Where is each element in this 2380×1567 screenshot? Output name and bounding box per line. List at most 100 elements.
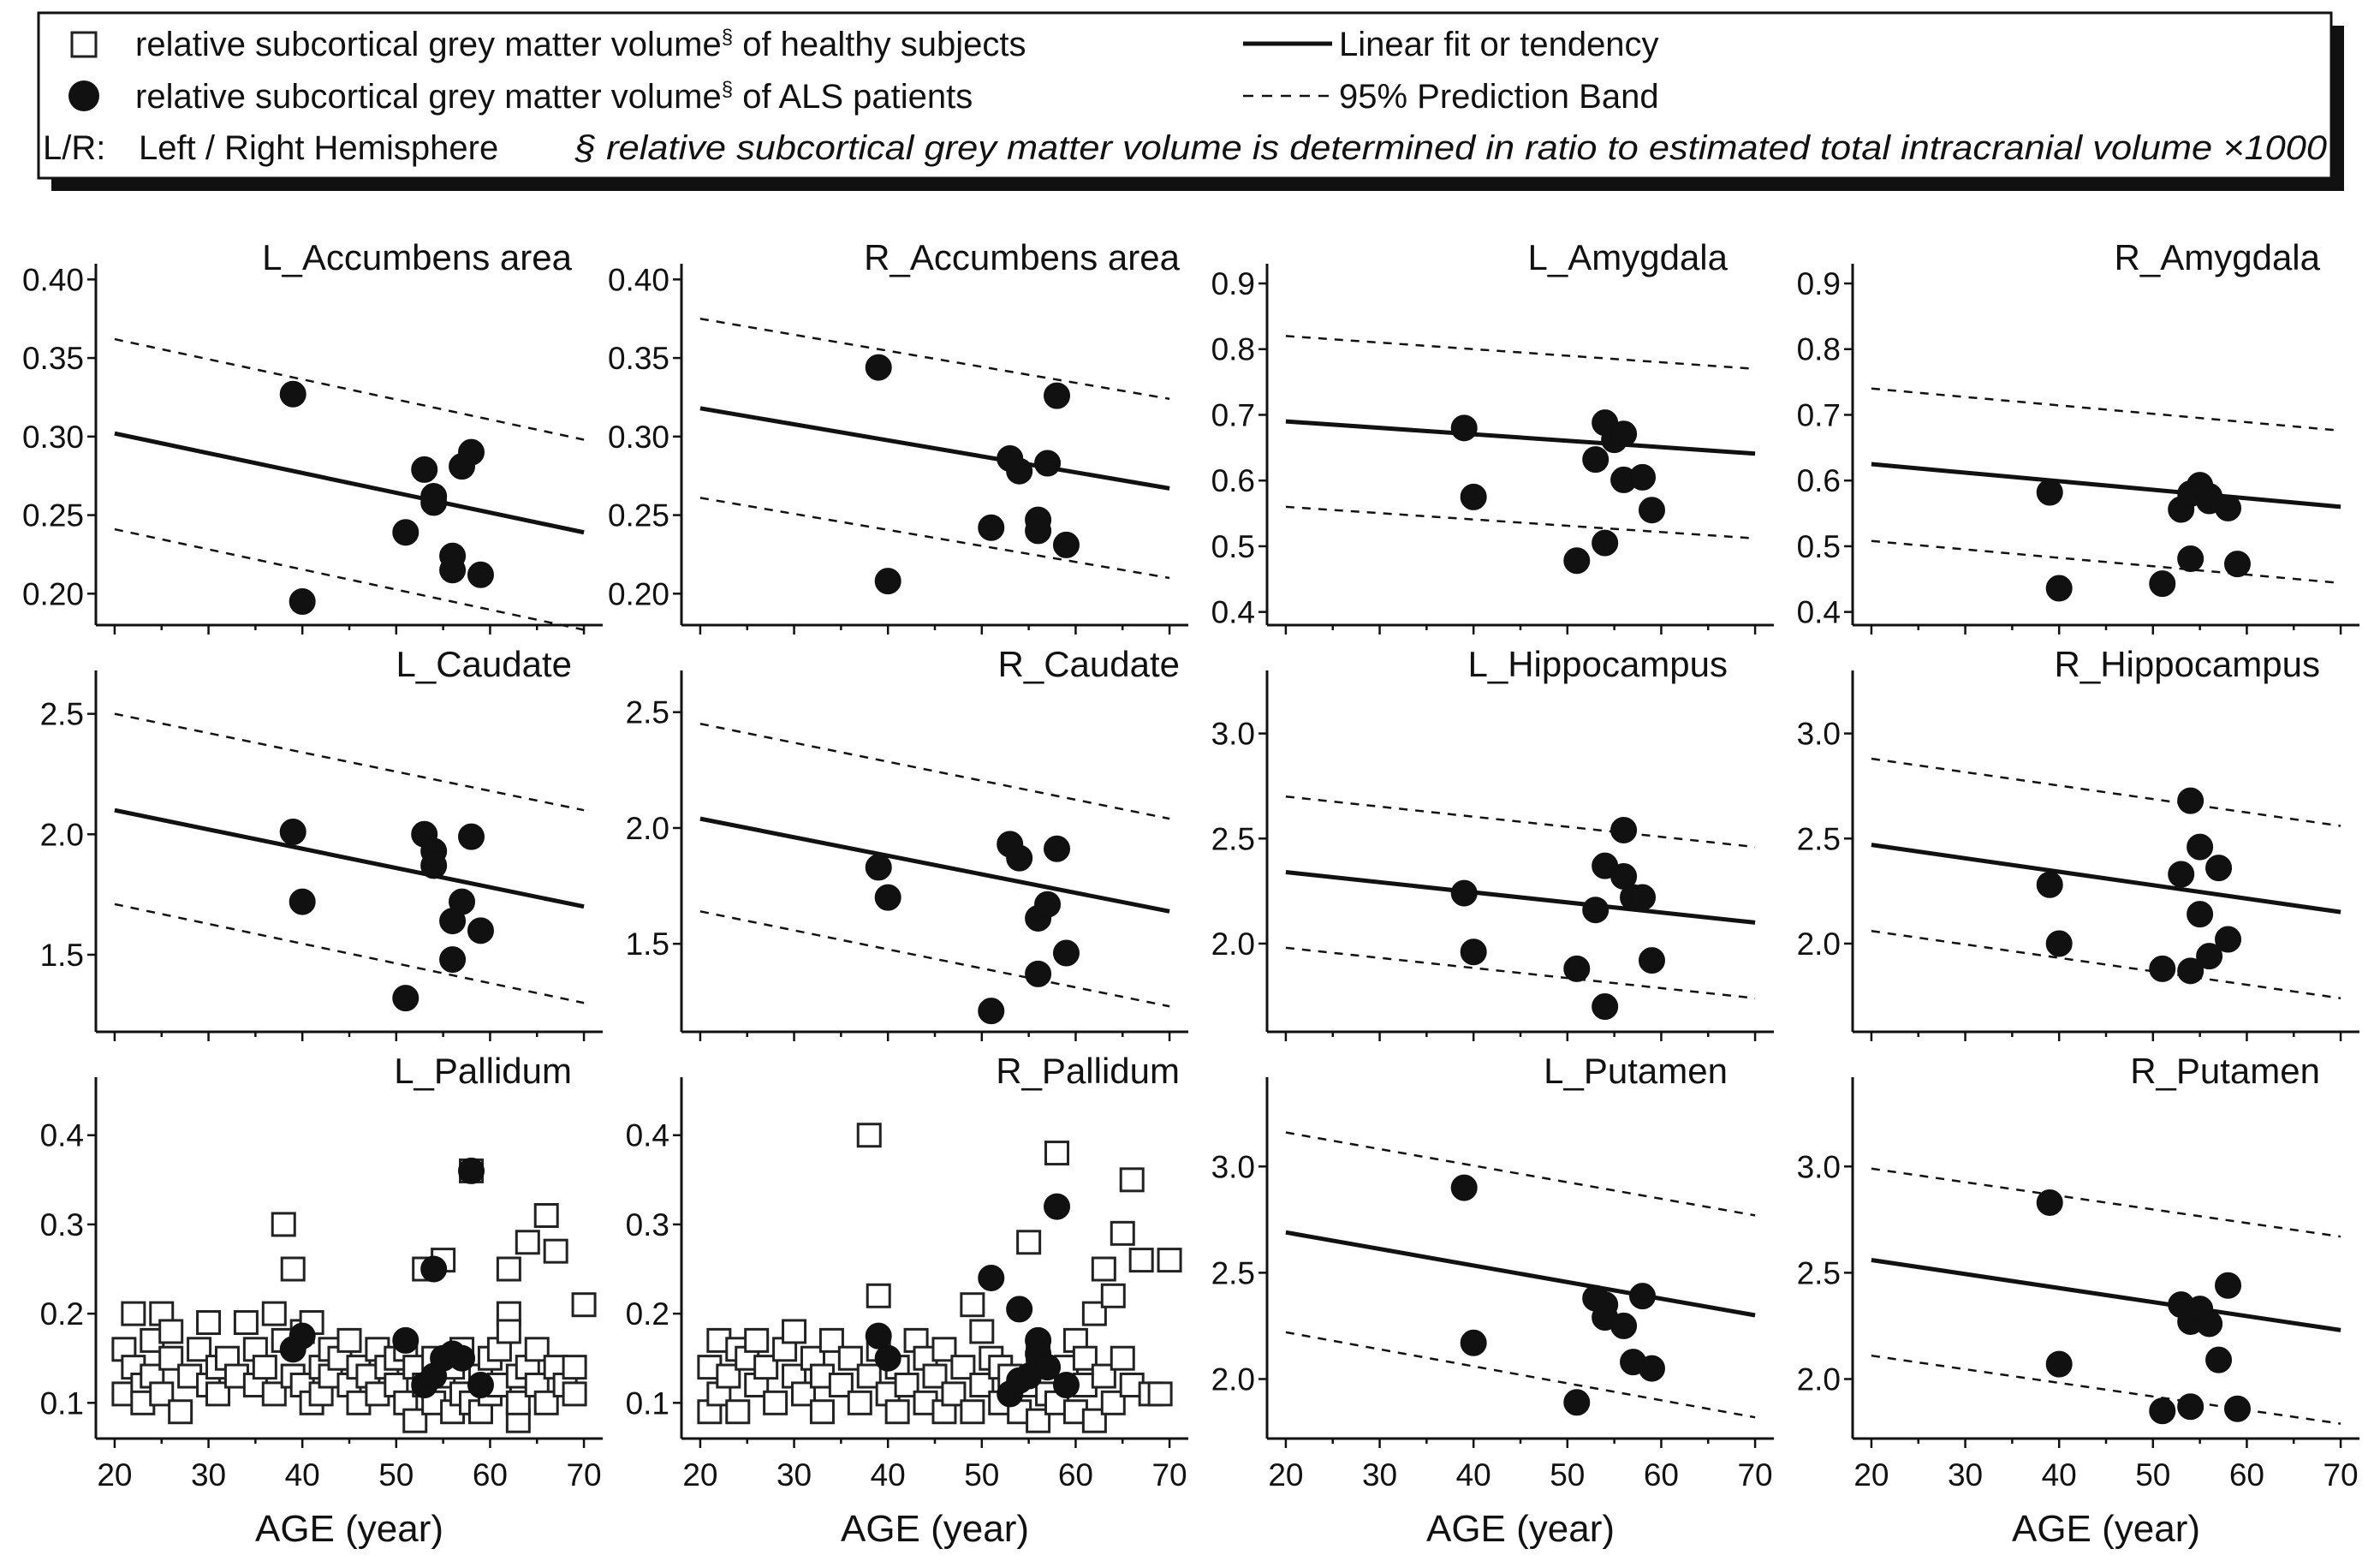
als-point [978,998,1005,1025]
legend: relative subcortical grey matter volume§… [37,11,2344,191]
y-tick-label: 0.4 [1211,595,1255,630]
healthy-point [543,1238,568,1264]
linear-fit-line [114,807,585,909]
healthy-point [121,1301,146,1326]
panel-title: L_Pallidum [394,1051,572,1091]
als-point [392,985,419,1012]
als-point [458,823,485,850]
panel-title: R_Amygdala [2115,237,2321,277]
als-point [1450,1174,1478,1201]
als-point [1592,1291,1619,1319]
healthy-point [1100,1283,1126,1308]
y-tick-label: 0.2 [626,1296,669,1332]
y-tick-label: 2.5 [1797,821,1841,856]
y-tick-label: 0.7 [1797,397,1841,432]
prediction-band-upper [114,712,585,812]
als-point [2223,551,2251,578]
y-tick-label: 0.30 [608,420,669,455]
legend-healthy-label: relative subcortical grey matter volume§… [135,26,1026,63]
als-point [2215,926,2242,953]
als-point [978,514,1005,541]
healthy-point [158,1319,184,1344]
panel-l-putamen: 20 30 40 50 60 70 2.0 2.5 3.0 L_Putamen AGE (year) [1211,1051,1774,1550]
x-tick-label: 70 [1737,1457,1772,1493]
x-tick-label: 60 [2229,1457,2264,1493]
als-point [2036,871,2063,898]
als-point [1450,414,1478,442]
x-tick-label: 30 [191,1457,226,1493]
als-point [1563,547,1591,575]
panel-l-caudate: 1.5 2.0 2.5 L_Caudate [40,644,603,1041]
als-point [2196,1310,2223,1338]
als-point [2036,1189,2063,1216]
als-point [2205,855,2233,882]
panel-l-accumbens-area: 0.20 0.25 0.30 0.35 0.40 L_Accumbens area [22,237,603,635]
healthy-point [1044,1141,1070,1166]
als-point [2177,957,2204,985]
healthy-point [336,1327,362,1353]
linear-fit-line [114,431,585,535]
y-tick-label: 2.0 [626,811,669,846]
als-point [279,818,306,845]
y-tick-label: 3.0 [1797,717,1841,752]
y-tick-label: 3.0 [1211,717,1255,752]
linear-fit-line [1871,462,2341,509]
als-point [420,1255,448,1283]
als-point [289,1322,316,1350]
als-point [2223,1395,2251,1422]
y-tick-label: 0.4 [40,1118,84,1153]
y-tick-label: 3.0 [1211,1149,1255,1184]
y-tick-label: 0.35 [22,341,84,376]
als-point [865,354,892,381]
als-point [2205,1346,2233,1373]
y-tick-label: 2.0 [1211,926,1255,962]
x-tick-label: 50 [964,1457,999,1493]
y-tick-label: 0.5 [1797,529,1841,564]
x-tick-label: 20 [97,1457,132,1493]
panel-title: R_Accumbens area [864,237,1180,277]
als-point [1044,1193,1071,1220]
healthy-point [562,1381,587,1407]
als-point [978,1264,1005,1291]
x-axis-title: AGE (year) [255,1508,443,1550]
healthy-point [1110,1220,1135,1246]
x-tick-label: 60 [1058,1457,1093,1493]
panel-l-pallidum: 20 30 40 50 60 70 0.1 0.2 0.3 0.4 L_Pallidum AGE (y… [40,1051,603,1550]
als-point [2215,494,2242,521]
als-point [1460,483,1487,510]
healthy-point [1147,1381,1173,1407]
healthy-point [744,1327,770,1353]
x-tick-label: 30 [776,1457,812,1493]
x-tick-label: 40 [1456,1457,1491,1493]
als-point [467,561,494,588]
healthy-point [168,1399,193,1425]
als-point [1582,897,1609,924]
panel-title: L_Amygdala [1528,237,1728,277]
als-point [289,587,316,615]
healthy-point [233,1310,259,1336]
prediction-band-lower [699,497,1170,580]
x-tick-label: 20 [682,1457,717,1493]
als-point [2045,575,2073,602]
prediction-band-lower [1871,1354,2341,1425]
als-point [467,917,494,944]
y-tick-label: 0.40 [608,262,669,297]
healthy-point [782,1319,807,1344]
als-point [1592,529,1619,557]
healthy-point [261,1301,287,1326]
prediction-band-upper [1285,795,1756,849]
als-point [1582,446,1609,474]
y-tick-label: 0.2 [40,1296,84,1332]
healthy-point [1157,1248,1182,1273]
als-point [1460,1329,1487,1356]
healthy-point [280,1256,306,1282]
als-point [392,519,419,546]
linear-fit-line [1285,1230,1756,1318]
healthy-point [111,1337,137,1362]
als-point [1025,960,1052,987]
prediction-band-upper [1285,1131,1756,1217]
x-tick-label: 60 [473,1457,508,1493]
als-point [2036,479,2063,506]
panel-title: L_Caudate [396,644,572,684]
prediction-band-lower [1871,539,2341,585]
